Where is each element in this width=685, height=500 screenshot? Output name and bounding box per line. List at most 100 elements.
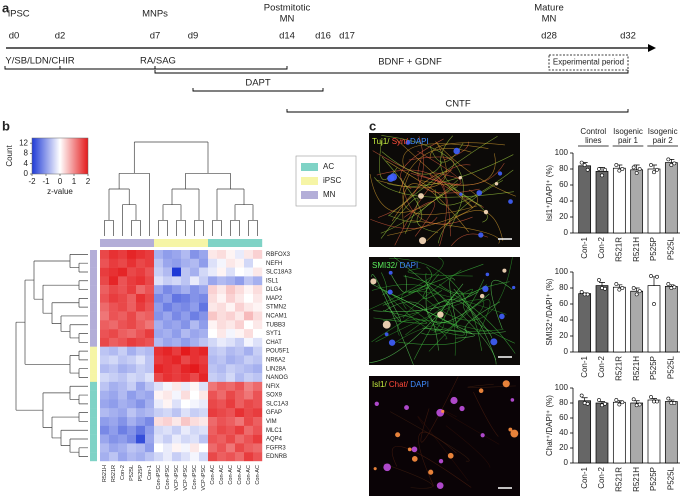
heatmap-cell [154, 320, 164, 330]
heatmap-cell [190, 346, 200, 356]
neurite [402, 183, 469, 233]
gene-label: TUBB3 [266, 322, 286, 328]
row-group-bar [90, 425, 97, 435]
heatmap-cell [217, 302, 227, 312]
y-tick-label: 80 [559, 164, 568, 173]
neurite [445, 425, 491, 468]
bar [578, 400, 592, 464]
heatmap-cell [181, 443, 191, 453]
y-tick-label: 40 [559, 315, 568, 324]
heatmap-cell [109, 373, 119, 383]
channel-label: Syn/ [390, 137, 409, 146]
heatmap-cell [208, 452, 218, 462]
heatmap-cell [109, 399, 119, 409]
heatmap-cell [109, 425, 119, 435]
micrograph: Isl1/ Chat/ DAPI [369, 376, 520, 496]
heatmap-cell [253, 311, 263, 321]
heatmap-cell [235, 399, 245, 409]
heatmap-cell [127, 258, 137, 268]
neurite [398, 327, 467, 345]
heatmap-cell [127, 346, 137, 356]
gene-label: NEFH [266, 261, 282, 267]
cell [459, 192, 463, 196]
heatmap-cell [145, 355, 155, 365]
heatmap-cell [253, 417, 263, 427]
heatmap-cell [163, 434, 173, 444]
neurite [417, 416, 469, 482]
neurite [413, 291, 465, 360]
heatmap-cell [100, 337, 110, 347]
micrograph: Tuj1/ Syn/ DAPI [369, 133, 520, 247]
data-point [649, 163, 653, 167]
heatmap-cell [145, 320, 155, 330]
error-bar [633, 164, 640, 170]
heatmap-cell [154, 258, 164, 268]
neurite [435, 312, 504, 332]
heatmap-cell [172, 337, 182, 347]
data-point [614, 398, 619, 402]
heatmap-cell [118, 425, 128, 435]
neurite [435, 175, 451, 237]
heatmap-cell [100, 399, 110, 409]
group-label: pair 2 [653, 136, 674, 145]
heatmap-cell [190, 443, 200, 453]
heatmap-cell [109, 452, 119, 462]
neurite [473, 391, 499, 437]
y-axis-label: Chat⁺/DAPI⁺ (%) [545, 395, 554, 456]
column-group-bar [181, 239, 191, 247]
heatmap-cell [136, 390, 146, 400]
heatmap-cell [127, 425, 137, 435]
x-tick-label: Con-2 [597, 466, 606, 488]
heatmap-cell [217, 364, 227, 374]
heatmap-cell [253, 285, 263, 295]
bar [630, 402, 644, 464]
key-tick-label: 0 [58, 177, 63, 186]
x-tick-label: Con-1 [580, 236, 589, 258]
heatmap-cell [145, 276, 155, 286]
x-tick-label: P525L [666, 236, 675, 260]
heatmap-cell [208, 267, 218, 277]
cell [411, 456, 418, 462]
heatmap-cell [217, 293, 227, 303]
key-ylabel: Count [5, 145, 14, 167]
sample-label: P525P [138, 465, 144, 482]
heatmap-cell [154, 329, 164, 339]
heatmap-cell [181, 381, 191, 391]
cell [437, 311, 444, 318]
heatmap-cell [136, 258, 146, 268]
row-group-bar [90, 258, 97, 268]
heatmap-cell [190, 276, 200, 286]
heatmap-cell [172, 285, 182, 295]
heatmap-cell [244, 346, 254, 356]
heatmap-cell [154, 364, 164, 374]
heatmap-cell [199, 258, 209, 268]
cell [382, 320, 391, 329]
heatmap-cell [244, 311, 254, 321]
heatmap-cell [244, 355, 254, 365]
heatmap-cell [181, 452, 191, 462]
heatmap-cell [109, 258, 119, 268]
heatmap-cell [253, 329, 263, 339]
gene-label: NANOG [266, 375, 288, 381]
cell [389, 173, 398, 181]
heatmap-cell [181, 434, 191, 444]
neurite [437, 180, 503, 244]
gene-label: MAP2 [266, 296, 283, 302]
neurite [388, 136, 498, 217]
neurite [463, 281, 515, 344]
micrograph-background [369, 376, 520, 496]
heatmap-cell [199, 373, 209, 383]
cell [478, 232, 484, 238]
heatmap-cell [253, 267, 263, 277]
data-point [672, 401, 677, 405]
bar [647, 285, 661, 353]
heatmap-cell [190, 267, 200, 277]
heatmap-cell [100, 452, 110, 462]
neurite [371, 284, 456, 356]
y-tick-label: 100 [555, 267, 569, 276]
neurite [401, 290, 507, 315]
heatmap-cell [253, 293, 263, 303]
heatmap-cell [163, 311, 173, 321]
data-point [666, 396, 671, 401]
treatment-bracket [154, 70, 629, 74]
